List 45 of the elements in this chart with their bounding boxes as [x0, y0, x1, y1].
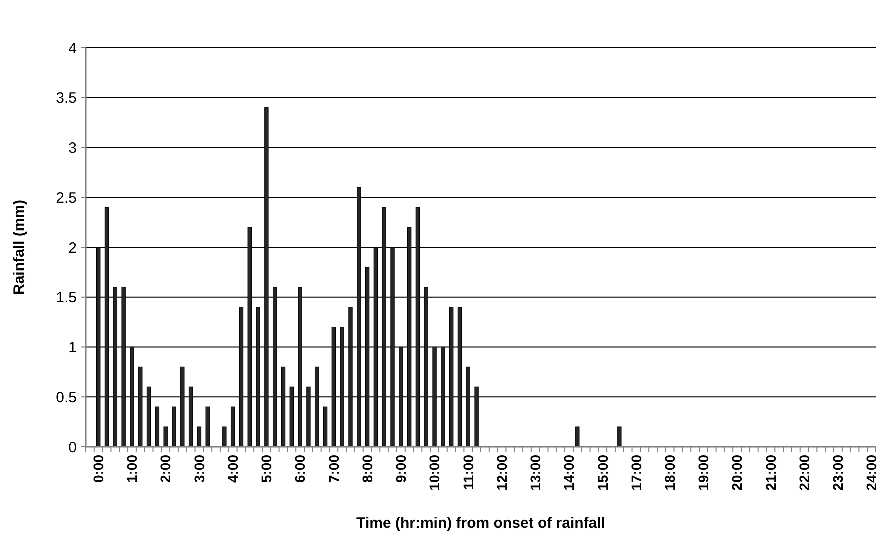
y-tick-label: 0 — [68, 439, 77, 456]
bar — [323, 406, 328, 448]
y-tick-label: 4 — [68, 40, 77, 58]
bar — [164, 426, 168, 448]
bar — [172, 406, 176, 448]
x-axis-title: Time (hr:min) from onset of rainfall — [356, 515, 606, 532]
x-tick-label: 24:00 — [864, 454, 880, 491]
x-tick-label: 21:00 — [762, 454, 779, 491]
x-tick-label: 5:00 — [258, 454, 275, 484]
y-tick-label: 2 — [68, 240, 77, 257]
bar — [576, 426, 580, 448]
x-tick-label: 12:00 — [494, 454, 510, 491]
x-tick-label: 23:00 — [830, 454, 846, 491]
x-tick-label: 9:00 — [393, 454, 410, 484]
x-tick-label: 13:00 — [528, 454, 544, 491]
x-tick-label: 3:00 — [191, 454, 208, 484]
y-axis-title: Rainfall (mm) — [11, 200, 28, 296]
bar — [618, 426, 622, 448]
x-tick-label: 19:00 — [696, 454, 712, 491]
x-tick-label: 6:00 — [292, 454, 308, 484]
x-tick-label: 18:00 — [662, 454, 678, 491]
x-tick-label: 10:00 — [426, 454, 443, 491]
y-tick-label: 0.5 — [56, 389, 77, 406]
x-tick-label: 15:00 — [594, 454, 611, 491]
x-tick-label: 22:00 — [796, 454, 812, 491]
y-tick-label: 3.5 — [56, 90, 77, 108]
y-tick-label: 3 — [68, 140, 77, 157]
bar — [222, 426, 227, 448]
bar — [206, 406, 210, 448]
x-tick-label: 7:00 — [326, 454, 342, 484]
x-tick-label: 8:00 — [359, 454, 376, 484]
x-tick-label: 1:00 — [124, 454, 140, 484]
x-tick-label: 14:00 — [561, 454, 578, 491]
x-tick-label: 20:00 — [729, 454, 746, 491]
x-tick-label: 0:00 — [90, 454, 107, 484]
x-tick-label: 2:00 — [158, 454, 174, 484]
x-tick-label: 4:00 — [224, 454, 241, 484]
y-tick-label: 1.5 — [56, 290, 77, 307]
x-tick-label: 17:00 — [628, 454, 644, 491]
bar — [230, 406, 236, 448]
bar — [155, 406, 160, 448]
y-tick-label: 2.5 — [56, 190, 77, 207]
x-tick-label: 11:00 — [460, 454, 476, 490]
bar — [197, 426, 202, 448]
y-tick-label: 1 — [68, 340, 77, 356]
